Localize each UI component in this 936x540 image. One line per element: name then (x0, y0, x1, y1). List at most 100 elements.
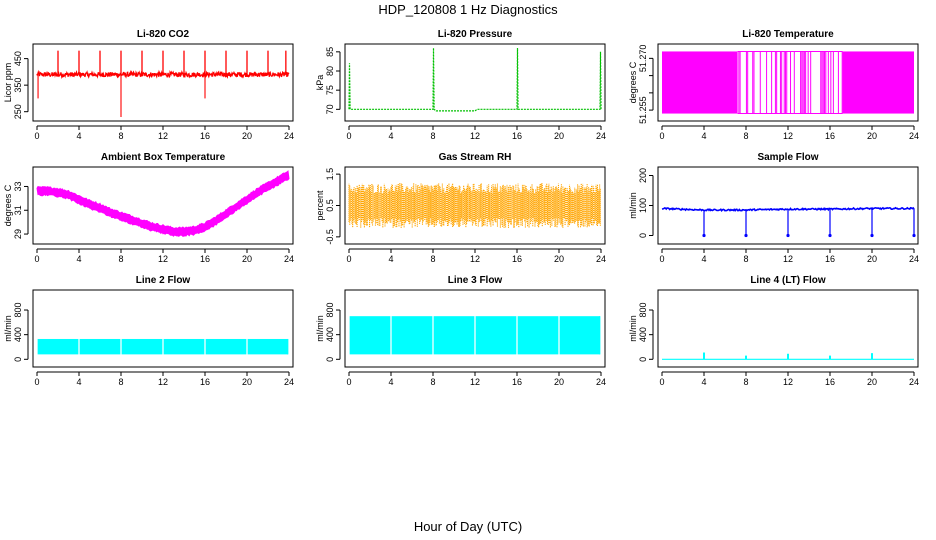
flow-block (433, 316, 475, 355)
data-layer (37, 338, 289, 355)
x-tick-label: 16 (825, 254, 835, 264)
chart-panel-1: Li-820 CO2 Licor ppm 0 4 8 12 16 20 24 250 350 450 (3, 29, 294, 141)
x-axis-title: Hour of Day (UTC) (414, 519, 522, 534)
x-tick-label: 20 (242, 377, 252, 387)
data-layer (349, 316, 601, 355)
x-tick-label: 16 (512, 131, 522, 141)
y-tick-label: 0.5 (325, 199, 335, 212)
plot-frame (657, 289, 919, 368)
y-tick-label: 0 (325, 357, 335, 362)
chart-title: Li-820 Temperature (742, 29, 834, 40)
flow-block (247, 338, 289, 355)
data-layer (662, 50, 914, 115)
y-tick-label: 75 (325, 85, 335, 95)
x-tick-label: 20 (867, 131, 877, 141)
y-tick-label: 800 (325, 303, 335, 318)
y-axis-label: percent (315, 190, 325, 221)
sample-flow-dip-point (744, 233, 748, 238)
x-tick-label: 4 (388, 254, 393, 264)
x-tick-label: 0 (346, 254, 351, 264)
y-axis-label: degrees C (628, 61, 638, 103)
plot-frame (32, 43, 294, 122)
y-axis-label: Licor ppm (3, 63, 13, 103)
x-tick-label: 24 (596, 377, 606, 387)
y-tick-label: 100 (638, 198, 648, 213)
x-tick-label: 0 (346, 131, 351, 141)
x-tick-label: 8 (743, 377, 748, 387)
y-tick-label: 800 (13, 303, 23, 318)
y-tick-label: 350 (13, 78, 23, 93)
flow-block (163, 338, 205, 355)
data-layer (662, 352, 914, 360)
x-tick-label: 24 (596, 131, 606, 141)
x-tick-label: 0 (659, 377, 664, 387)
flow-block (121, 338, 163, 355)
x-tick-label: 0 (34, 377, 39, 387)
x-tick-label: 12 (783, 377, 793, 387)
x-tick-label: 12 (158, 254, 168, 264)
chart-panel-8: Line 3 Flow ml/min 0 4 8 12 16 20 24 0 400 800 (315, 275, 606, 387)
chart-panel-6: Sample Flow ml/min 0 4 8 12 16 20 24 0 100 200 (628, 152, 919, 264)
x-tick-label: 12 (470, 377, 480, 387)
x-tick-label: 0 (659, 131, 664, 141)
chart-panel-5: Gas Stream RH percent 0 4 8 12 16 20 24 -0.5 0.5 1.… (315, 152, 606, 264)
data-layer (348, 47, 602, 112)
flow-block (475, 316, 517, 355)
x-tick-label: 24 (596, 254, 606, 264)
chart-panel-7: Line 2 Flow ml/min 0 4 8 12 16 20 24 0 400 800 (3, 275, 294, 387)
x-tick-label: 4 (76, 377, 81, 387)
x-tick-label: 16 (512, 254, 522, 264)
y-axis-label: kPa (315, 75, 325, 91)
y-tick-label: 400 (638, 327, 648, 342)
x-tick-label: 24 (284, 254, 294, 264)
y-tick-label: 31 (13, 205, 23, 215)
x-tick-label: 12 (783, 131, 793, 141)
x-tick-label: 0 (659, 254, 664, 264)
temperature-band (842, 51, 914, 114)
sample-flow-dip-point (702, 233, 706, 238)
plot-frame (344, 166, 606, 245)
x-tick-label: 8 (118, 377, 123, 387)
x-tick-label: 4 (76, 131, 81, 141)
y-tick-label: 400 (13, 327, 23, 342)
sample-flow-dip-point (870, 233, 874, 238)
x-tick-label: 8 (430, 254, 435, 264)
y-tick-label: 80 (325, 66, 335, 76)
y-tick-label: 29 (13, 229, 23, 239)
x-tick-label: 4 (701, 254, 706, 264)
y-tick-label: 450 (13, 51, 23, 66)
x-tick-label: 4 (76, 254, 81, 264)
x-tick-label: 16 (512, 377, 522, 387)
chart-title: Gas Stream RH (439, 152, 512, 163)
x-tick-label: 8 (118, 131, 123, 141)
flow-block (205, 338, 247, 355)
x-tick-label: 8 (430, 377, 435, 387)
data-layer (348, 183, 601, 228)
flow-block (349, 316, 391, 355)
x-tick-label: 16 (200, 131, 210, 141)
x-tick-label: 20 (242, 254, 252, 264)
plot-frame (32, 289, 294, 368)
x-tick-label: 8 (743, 254, 748, 264)
x-tick-label: 20 (554, 254, 564, 264)
flow-block (79, 338, 121, 355)
x-tick-label: 24 (909, 131, 919, 141)
chart-title: Line 3 Flow (448, 275, 503, 286)
sample-flow-dip-point (786, 233, 790, 238)
y-tick-label: 33 (13, 181, 23, 191)
x-tick-label: 12 (783, 254, 793, 264)
chart-panel-9: Line 4 (LT) Flow ml/min 0 4 8 12 16 20 24 0 400 800 (628, 275, 919, 387)
x-tick-label: 4 (701, 377, 706, 387)
x-tick-label: 20 (867, 377, 877, 387)
x-tick-label: 8 (743, 131, 748, 141)
x-tick-label: 16 (200, 254, 210, 264)
x-tick-label: 8 (430, 131, 435, 141)
flow-block (391, 316, 433, 355)
sample-flow-dip-point (828, 233, 832, 238)
chart-panel-2: Li-820 Pressure kPa 0 4 8 12 16 20 24 70 75 80 85 (315, 29, 606, 141)
x-tick-label: 16 (825, 131, 835, 141)
flow-block (37, 338, 79, 355)
y-tick-label: 51.255 (638, 96, 648, 124)
x-tick-label: 12 (158, 377, 168, 387)
